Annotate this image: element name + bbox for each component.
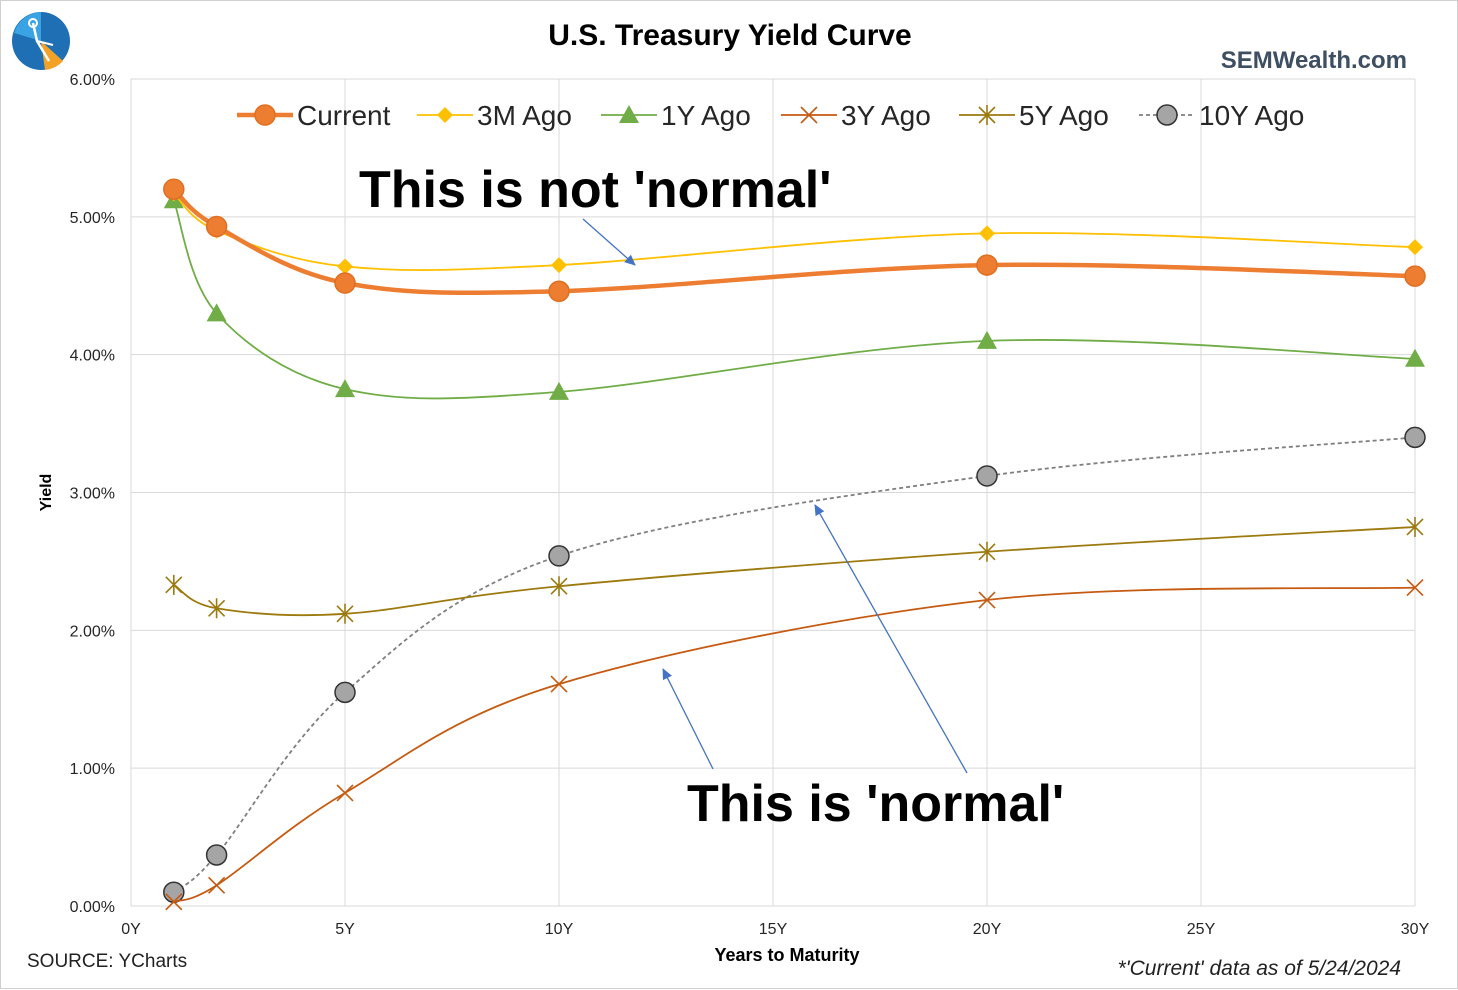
annotations: This is not 'normal' This is 'normal' [359, 161, 1064, 833]
data-point-10y-ago [163, 881, 185, 903]
series-1y-ago [163, 190, 1425, 400]
data-point-10y-ago [205, 844, 228, 866]
x-axis-title: Years to Maturity [714, 945, 859, 965]
data-date-note: *'Current' data as of 5/24/2024 [1117, 957, 1401, 980]
y-tick-label: 1.00% [70, 761, 115, 778]
series-current [163, 178, 1426, 303]
data-point-1y-ago [1405, 348, 1425, 367]
data-point-5y-ago [165, 574, 183, 595]
y-tick-label: 3.00% [70, 486, 115, 503]
data-point-5y-ago [208, 598, 226, 619]
legend-label: 1Y Ago [661, 100, 751, 131]
data-point-10y-ago [548, 545, 570, 567]
x-tick-label: 30Y [1401, 921, 1430, 938]
legend-marker [619, 105, 639, 123]
data-point-5y-ago [1406, 516, 1424, 537]
legend-label: 5Y Ago [1019, 100, 1109, 131]
arrow-normal-10y [814, 504, 968, 774]
data-point-3y-ago [165, 893, 183, 911]
data-point-10y-ago [1404, 426, 1426, 449]
data-point-5y-ago [550, 576, 568, 597]
legend-marker [254, 104, 276, 126]
legend-item-5y-ago: 5Y Ago [959, 100, 1109, 131]
arrow-normal-3y [662, 668, 714, 770]
data-point-1y-ago [335, 379, 355, 398]
y-tick-label: 2.00% [70, 623, 115, 640]
legend-marker [1156, 104, 1178, 126]
data-point-current [205, 215, 228, 238]
data-point-3y-ago [550, 675, 568, 693]
legend-item-10y-ago: 10Y Ago [1139, 100, 1304, 131]
data-point-current [976, 254, 998, 276]
legend-item-current: Current [237, 100, 391, 131]
legend-label: 10Y Ago [1199, 100, 1304, 131]
data-point-3m-ago [337, 258, 353, 275]
data-point-5y-ago [336, 603, 354, 624]
arrow-not-normal [582, 218, 636, 266]
x-tick-label: 15Y [759, 921, 788, 938]
annotation-normal: This is 'normal' [687, 775, 1064, 833]
series-line-1y-ago [172, 199, 1416, 400]
x-tick-label: 10Y [545, 921, 574, 938]
series-10y-ago [163, 426, 1426, 903]
series-line-5y-ago [173, 526, 1416, 617]
y-axis-title: Yield [38, 474, 55, 512]
legend-label: 3Y Ago [841, 100, 931, 131]
series-layer [163, 178, 1426, 911]
legend-label: 3M Ago [477, 100, 572, 131]
x-tick-label: 0Y [121, 921, 141, 938]
source-note: SOURCE: YCharts [27, 951, 188, 972]
x-tick-label: 5Y [335, 921, 355, 938]
legend-marker [800, 106, 818, 124]
series-line-3y-ago [173, 586, 1416, 903]
data-point-3y-ago [978, 591, 996, 609]
series-line-current [172, 187, 1416, 296]
legend-item-3y-ago: 3Y Ago [781, 100, 931, 131]
y-tick-label: 0.00% [70, 899, 115, 916]
y-tick-label: 5.00% [70, 210, 115, 227]
axes: 0.00% 1.00% 2.00% 3.00% 4.00% 5.00% 6.00% 0Y 5Y 1… [38, 72, 1430, 965]
data-point-5y-ago [978, 541, 996, 562]
gridlines [130, 78, 1416, 907]
data-point-1y-ago [206, 303, 227, 322]
data-point-3m-ago [551, 257, 567, 274]
y-tick-label: 4.00% [70, 348, 115, 365]
chart-title: U.S. Treasury Yield Curve [548, 19, 912, 52]
data-point-1y-ago [549, 381, 569, 400]
brand-text: SEMWealth.com [1220, 47, 1407, 74]
x-tick-label: 20Y [973, 921, 1002, 938]
data-point-current [163, 178, 185, 201]
x-tick-label: 25Y [1187, 921, 1216, 938]
legend-label: Current [297, 100, 391, 131]
annotation-not-normal: This is not 'normal' [359, 161, 832, 219]
data-point-1y-ago [977, 330, 997, 349]
data-point-10y-ago [976, 465, 998, 487]
data-point-10y-ago [334, 681, 356, 704]
legend-marker [978, 105, 996, 125]
data-point-3y-ago [1406, 579, 1424, 597]
data-point-3m-ago [1407, 239, 1423, 256]
compass-pin-logo-icon [12, 12, 70, 70]
data-point-current [548, 280, 570, 303]
data-point-3y-ago [336, 784, 354, 802]
data-point-current [1404, 265, 1426, 287]
series-5y-ago [165, 516, 1424, 624]
series-3y-ago [165, 579, 1424, 911]
data-point-3y-ago [208, 876, 226, 894]
data-point-current [334, 272, 356, 294]
data-point-3m-ago [979, 225, 995, 242]
y-tick-label: 6.00% [70, 72, 115, 89]
legend-marker [437, 107, 453, 123]
legend-item-3m-ago: 3M Ago [417, 100, 572, 131]
legend-item-1y-ago: 1Y Ago [601, 100, 751, 131]
legend: Current 3M Ago 1Y Ago 3Y Ago 5Y Ago 10Y Ago [237, 100, 1304, 131]
